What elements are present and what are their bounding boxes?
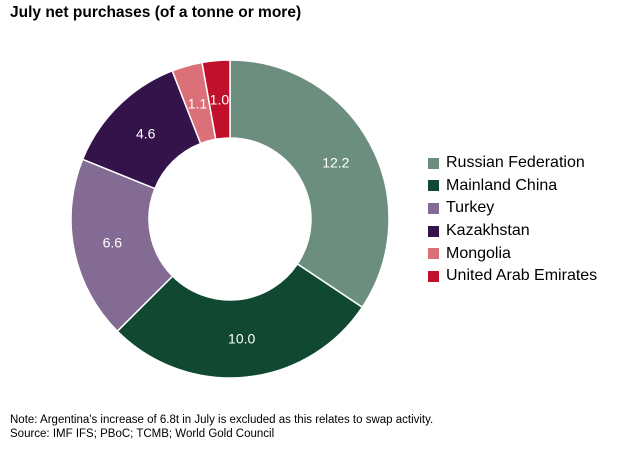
legend-item-kazakhstan: Kazakhstan bbox=[428, 220, 597, 243]
legend-label: Mainland China bbox=[446, 176, 558, 194]
legend-swatch bbox=[428, 225, 439, 237]
slice-value-label: 1.0 bbox=[210, 91, 230, 107]
slice-value-label: 10.0 bbox=[228, 330, 255, 346]
legend-swatch bbox=[428, 202, 439, 214]
legend-item-turkey: Turkey bbox=[428, 197, 597, 220]
legend-item-mongolia: Mongolia bbox=[428, 242, 597, 265]
legend-label: Turkey bbox=[446, 199, 495, 217]
chart-footer: Note: Argentina's increase of 6.8t in Ju… bbox=[10, 413, 433, 441]
legend-swatch bbox=[428, 180, 439, 192]
legend-item-united-arab-emirates: United Arab Emirates bbox=[428, 265, 597, 288]
legend-label: Russian Federation bbox=[446, 154, 585, 172]
legend-swatch bbox=[428, 270, 439, 282]
slice-russian-federation bbox=[229, 59, 390, 309]
footnote: Note: Argentina's increase of 6.8t in Ju… bbox=[10, 414, 434, 426]
slice-turkey bbox=[70, 158, 174, 333]
legend-label: United Arab Emirates bbox=[446, 267, 598, 285]
legend: Russian Federation Mainland China Turkey… bbox=[428, 152, 597, 288]
legend-label: Kazakhstan bbox=[446, 222, 530, 240]
slice-value-label: 12.2 bbox=[322, 154, 349, 170]
slice-mainland-china bbox=[116, 262, 364, 379]
slice-value-label: 1.1 bbox=[188, 95, 208, 111]
slice-value-label: 4.6 bbox=[136, 126, 156, 142]
legend-swatch bbox=[428, 157, 439, 169]
legend-swatch bbox=[428, 248, 439, 260]
legend-item-mainland-china: Mainland China bbox=[428, 175, 597, 198]
donut-chart: 12.2 10.0 6.6 4.6 1.1 1.0 bbox=[70, 59, 390, 379]
legend-label: Mongolia bbox=[446, 244, 511, 262]
chart-title: July net purchases (of a tonne or more) bbox=[10, 4, 302, 21]
slice-united-arab-emirates bbox=[201, 59, 231, 141]
source-note: Source: IMF IFS; PBoC; TCMB; World Gold … bbox=[10, 428, 275, 440]
legend-item-russian-federation: Russian Federation bbox=[428, 152, 597, 175]
slice-value-label: 6.6 bbox=[103, 235, 123, 251]
